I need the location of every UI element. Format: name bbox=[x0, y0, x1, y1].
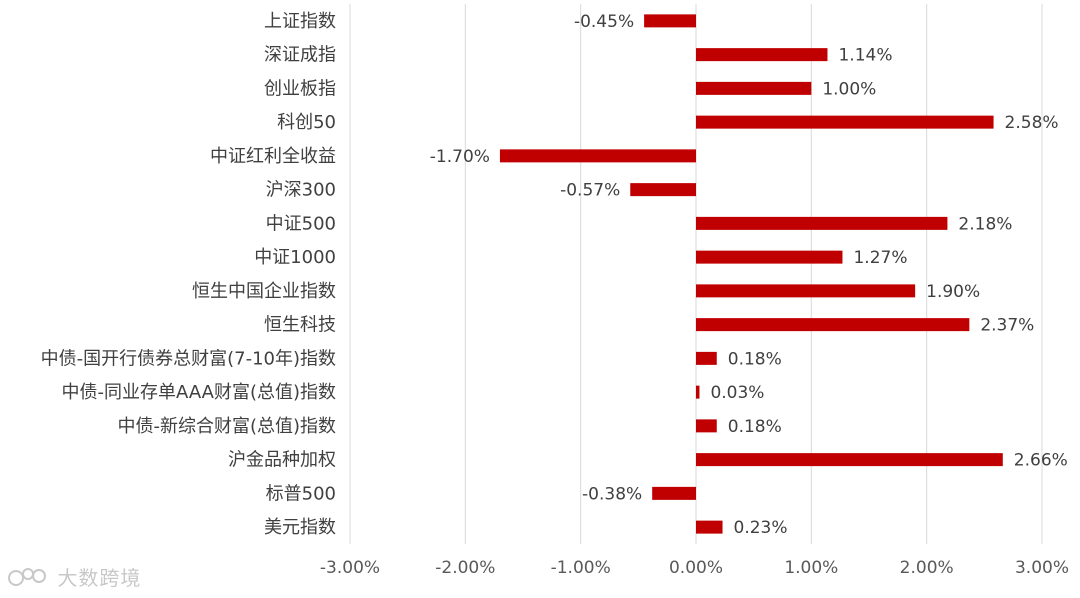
x-tick-label: -1.00% bbox=[551, 558, 611, 578]
data-label: 0.03% bbox=[710, 383, 764, 403]
bar bbox=[696, 453, 1003, 467]
bar bbox=[696, 48, 828, 62]
x-tick-label: -2.00% bbox=[435, 558, 495, 578]
bar bbox=[696, 520, 723, 534]
x-tick-label: 1.00% bbox=[784, 558, 838, 578]
bar bbox=[652, 486, 696, 500]
category-label: 沪金品种加权 bbox=[228, 450, 336, 471]
data-label: 0.23% bbox=[734, 518, 788, 538]
category-label: 科创50 bbox=[277, 112, 336, 133]
x-tick-label: 2.00% bbox=[900, 558, 954, 578]
x-tick-label: 3.00% bbox=[1015, 558, 1069, 578]
data-label: -0.45% bbox=[574, 12, 634, 32]
category-label: 标普500 bbox=[266, 483, 336, 504]
data-label: 2.66% bbox=[1014, 451, 1068, 471]
data-label: 1.14% bbox=[838, 46, 892, 66]
x-tick-label: -3.00% bbox=[320, 558, 380, 578]
bar bbox=[696, 216, 948, 230]
category-label: 中债-新综合财富(总值)指数 bbox=[117, 416, 336, 437]
category-label: 中证红利全收益 bbox=[210, 146, 336, 167]
category-label: 深证成指 bbox=[264, 45, 336, 66]
data-label: -0.57% bbox=[560, 181, 620, 201]
category-label: 上证指数 bbox=[264, 11, 336, 32]
data-label: 2.37% bbox=[980, 316, 1034, 336]
data-label: 1.00% bbox=[822, 79, 876, 99]
bar bbox=[696, 250, 843, 264]
data-label: 0.18% bbox=[728, 349, 782, 369]
category-label: 中债-国开行债券总财富(7-10年)指数 bbox=[41, 348, 336, 369]
data-label: -0.38% bbox=[582, 484, 642, 504]
category-label: 恒生中国企业指数 bbox=[192, 281, 336, 302]
data-label: 2.18% bbox=[958, 214, 1012, 234]
data-label: 1.27% bbox=[853, 248, 907, 268]
watermark-text: 大数跨境 bbox=[57, 566, 142, 590]
data-label: 0.18% bbox=[728, 417, 782, 437]
category-label: 中证1000 bbox=[254, 247, 336, 268]
x-tick-label: 0.00% bbox=[669, 558, 723, 578]
data-label: 1.90% bbox=[926, 282, 980, 302]
category-label: 创业板指 bbox=[264, 78, 336, 99]
bar bbox=[696, 284, 916, 298]
bar bbox=[696, 81, 812, 95]
bar bbox=[696, 385, 700, 399]
category-label: 恒生科技 bbox=[264, 315, 336, 336]
category-label: 中债-同业存单AAA财富(总值)指数 bbox=[62, 382, 336, 403]
data-label: 2.58% bbox=[1005, 113, 1059, 133]
watermark: 大数跨境 bbox=[8, 562, 141, 593]
bar bbox=[499, 149, 696, 163]
bar bbox=[696, 419, 717, 433]
bar bbox=[644, 14, 696, 28]
category-label: 美元指数 bbox=[264, 517, 336, 538]
bar bbox=[696, 115, 994, 129]
category-label: 沪深300 bbox=[266, 180, 336, 201]
bar bbox=[630, 183, 696, 197]
watermark-logo-icon bbox=[8, 566, 50, 593]
category-label: 中证500 bbox=[266, 213, 336, 234]
data-label: -1.70% bbox=[430, 147, 490, 167]
bar bbox=[696, 351, 717, 365]
bar bbox=[696, 318, 970, 332]
